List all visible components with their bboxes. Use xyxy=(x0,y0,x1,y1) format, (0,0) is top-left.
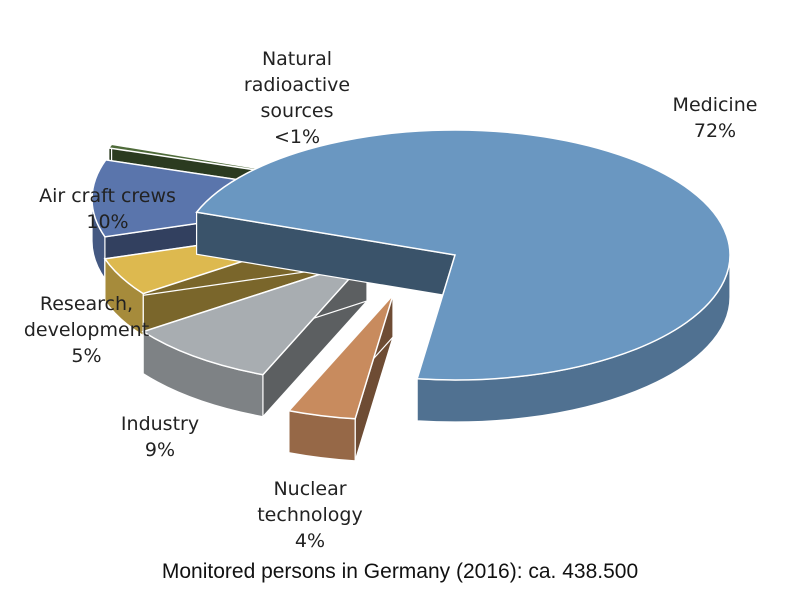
slice-top xyxy=(141,257,370,376)
slice-label-medicine: Medicine 72% xyxy=(672,94,758,142)
slice-label-air-craft-crews: Air craft crews 10% xyxy=(39,185,176,233)
slice-nuclear-technology xyxy=(287,293,394,462)
slice-label-industry: Industry 9% xyxy=(120,413,200,461)
slice-label-nuclear-technology: Nuclear technology 4% xyxy=(257,478,363,552)
slice-top xyxy=(195,129,731,381)
slice-top xyxy=(287,294,394,420)
slice-label-natural-sources: Natural radioactive sources <1% xyxy=(243,48,351,148)
chart-caption: Monitored persons in Germany (2016): ca.… xyxy=(161,560,639,583)
slice-medicine xyxy=(195,129,731,423)
slice-label-research-development: Research, development 5% xyxy=(23,293,150,367)
slice-industry xyxy=(141,257,370,419)
